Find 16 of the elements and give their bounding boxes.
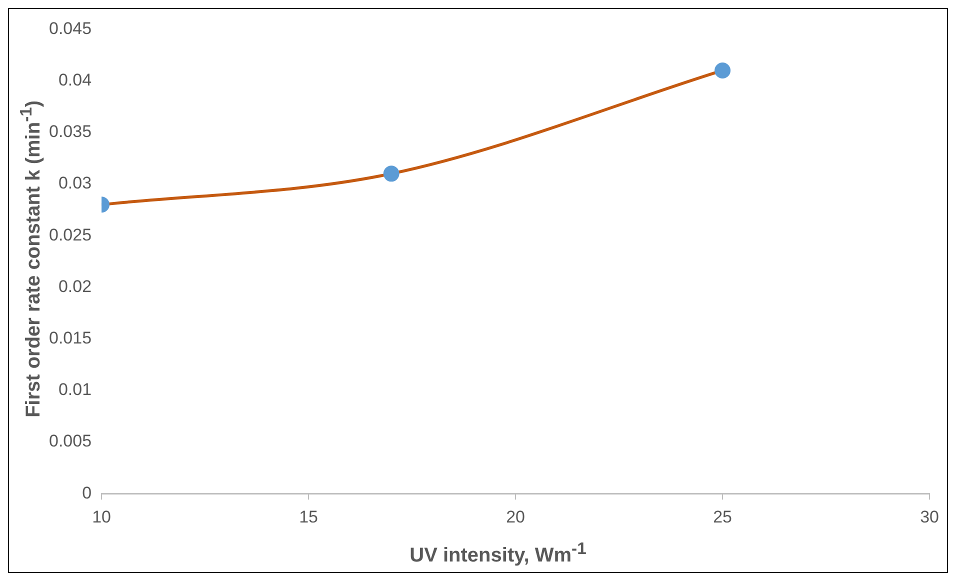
y-tick-label: 0.025 [48, 225, 92, 244]
x-tick-label: 30 [920, 507, 940, 526]
x-tick-label: 20 [506, 507, 526, 526]
y-tick-label: 0.045 [48, 18, 92, 38]
x-tick-label: 25 [713, 507, 732, 526]
y-tick-label: 0.01 [58, 380, 92, 400]
y-tick-label: 0.04 [58, 70, 92, 90]
x-tick-label: 10 [92, 507, 111, 526]
y-tick-label: 0.005 [48, 432, 92, 451]
y-tick-label: 0 [82, 483, 92, 502]
y-tick-label: 0.03 [58, 174, 92, 193]
y-tick-label: 0.015 [48, 328, 92, 348]
x-axis-title: UV intensity, Wm$^{-1}$ [408, 539, 588, 568]
x-tick-label: 15 [299, 507, 318, 526]
y-tick-label: 0.035 [48, 122, 92, 142]
y-tick-label: 0.02 [58, 276, 92, 296]
